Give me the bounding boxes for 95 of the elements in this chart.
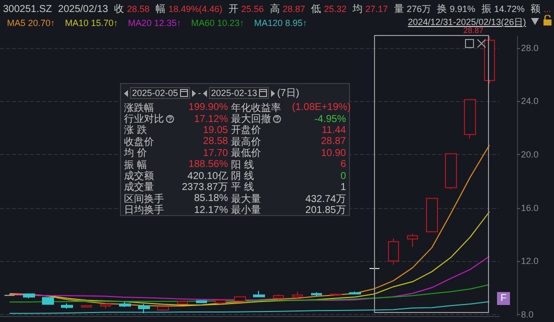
- text: 换 9.91%: [436, 4, 476, 15]
- annotation: 振 幅: [124, 158, 147, 171]
- candlestick: [426, 198, 438, 232]
- text: 均 27.17: [352, 4, 388, 15]
- annotation: 涨跌幅: [124, 102, 154, 114]
- line-series: [9, 144, 490, 307]
- text: 2025/02/13: [58, 4, 108, 15]
- text: 2024/12/31-2025/02/13(26日): [406, 16, 526, 27]
- annotation: 85.18%: [194, 193, 228, 204]
- annotation: 10.90: [320, 148, 346, 159]
- line-series: [9, 301, 490, 314]
- annotation: 1: [340, 182, 346, 193]
- line-series: [9, 256, 490, 301]
- candlestick: [253, 290, 265, 298]
- text: 高 28.87: [270, 4, 306, 15]
- y-tick-label: 24.0: [521, 96, 539, 106]
- text: 额 ...: [530, 4, 551, 15]
- annotation: 17.70: [202, 148, 228, 159]
- annotation: 17.12%: [194, 114, 228, 125]
- annotation: 0: [340, 170, 346, 182]
- annotation: 188.56%: [188, 159, 228, 170]
- annotation: 平 线: [231, 180, 254, 194]
- annotation: 涨 跌: [124, 124, 147, 137]
- candlestick: [464, 99, 476, 140]
- text: 幅 18.49%(4.46): [156, 4, 222, 15]
- annotation: 成交额: [124, 170, 154, 182]
- text: 量 276万: [394, 4, 431, 15]
- y-tick-label: 20.0: [521, 149, 539, 160]
- candlestick: [349, 291, 361, 295]
- line-series: [9, 284, 490, 303]
- annotation: 19.05: [202, 124, 228, 136]
- annotation: 12.17%: [194, 204, 228, 216]
- text: F: [497, 292, 510, 305]
- text: 振 14.72%: [481, 4, 525, 15]
- y-tick-label: 8.0: [521, 309, 534, 320]
- annotation: 阴 线: [231, 170, 254, 182]
- annotation: 日均换手: [124, 204, 164, 218]
- text: MA20 12.35↑: [128, 18, 182, 28]
- candlestick: [157, 306, 169, 312]
- annotation: (1.08E+19%): [292, 102, 351, 114]
- annotation: -: [198, 88, 202, 98]
- annotation: 28.87: [320, 136, 346, 148]
- candlestick: [311, 292, 322, 297]
- annotation: 开盘价: [231, 124, 261, 136]
- y-tick-label: 28.0: [521, 42, 539, 53]
- text: 低 25.32: [311, 4, 347, 15]
- annotation: 2025-02-05: [132, 88, 178, 98]
- annotation: 阳 线: [231, 158, 254, 171]
- text: 开 25.56: [228, 4, 264, 15]
- annotation: 11.44: [322, 124, 346, 136]
- text: 收 28.58: [114, 4, 150, 15]
- annotation: 均 价: [124, 147, 147, 160]
- y-tick-label: 16.0: [521, 202, 539, 213]
- candlestick: [273, 294, 284, 300]
- y-tick-label: 12.0: [521, 256, 539, 266]
- candlestick: [100, 304, 111, 310]
- text: MA60 10.23↑: [191, 18, 244, 28]
- annotation: 区间换手: [124, 192, 164, 205]
- candlestick: [388, 238, 399, 266]
- annotation: 199.90%: [188, 102, 228, 114]
- annotation: 成交量: [124, 182, 154, 194]
- annotation: 2025-02-13: [211, 88, 258, 98]
- text: MA10 15.70↑: [65, 18, 118, 28]
- annotation: 最大回撤: [231, 112, 271, 126]
- annotation: 6: [340, 159, 346, 170]
- text: 28.87: [463, 26, 484, 36]
- annotation: 420.10亿: [187, 171, 228, 182]
- text: 300251.SZ: [3, 4, 52, 15]
- annotation: 最大量: [231, 192, 261, 205]
- annotation: 432.74万: [305, 194, 346, 205]
- annotation: 2373.87万: [182, 182, 228, 194]
- candlestick: [23, 292, 35, 299]
- text: MA5 20.70↑: [7, 18, 56, 28]
- candlestick: [138, 304, 150, 314]
- annotation: 最高价: [231, 136, 261, 148]
- text: MA120 8.95↑: [254, 18, 308, 28]
- annotation: 年化收益率: [231, 102, 281, 114]
- annotation: 最低价: [231, 147, 261, 160]
- candlestick: [407, 233, 418, 248]
- annotation: 最小量: [231, 204, 261, 218]
- candlestick: [292, 291, 303, 299]
- annotation: 行业对比: [124, 112, 164, 126]
- annotation: (7日): [277, 87, 300, 100]
- candlestick: [215, 298, 226, 305]
- candlestick: [61, 302, 73, 310]
- candlestick: [196, 300, 207, 304]
- annotation: 收盘价: [124, 136, 154, 148]
- candlestick: [177, 301, 188, 305]
- candlestick: [42, 296, 54, 305]
- annotation: 201.85万: [305, 205, 346, 216]
- annotation: -4.95%: [314, 114, 346, 125]
- candlestick: [445, 153, 457, 190]
- annotation: 28.58: [202, 136, 228, 148]
- candlestick: [119, 301, 131, 308]
- candlestick: [234, 296, 246, 302]
